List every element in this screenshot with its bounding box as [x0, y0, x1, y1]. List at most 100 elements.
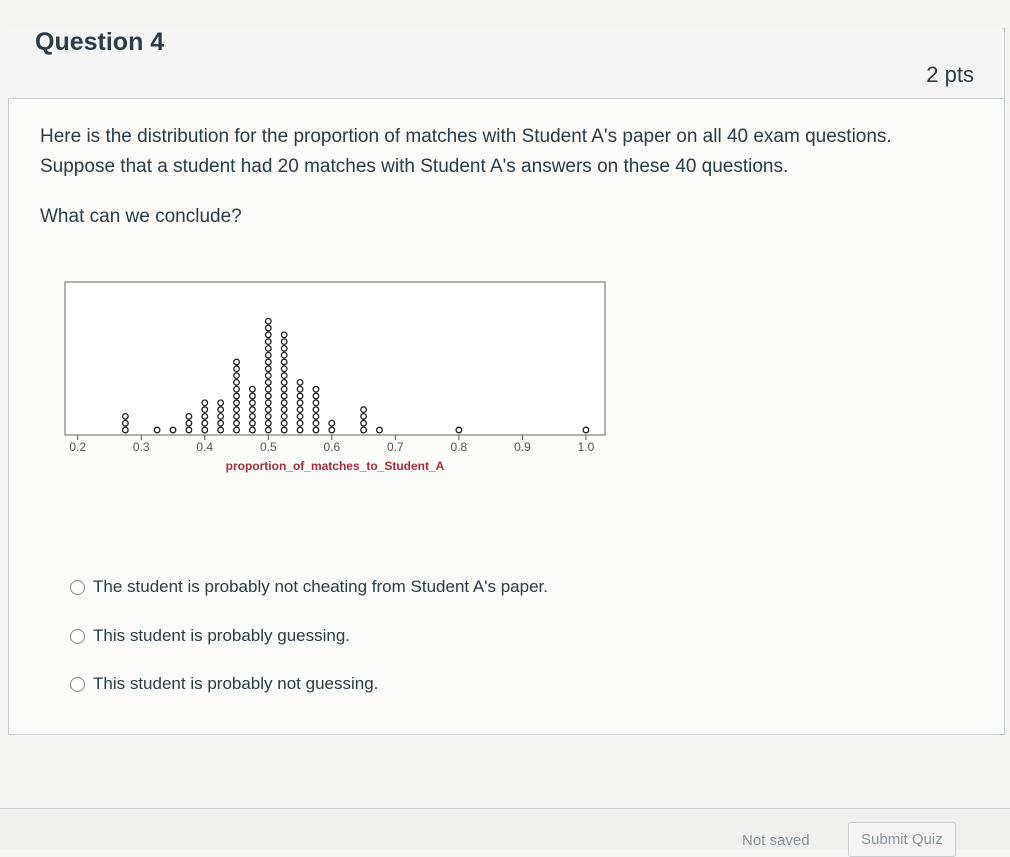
dot — [296, 399, 304, 407]
dot — [201, 419, 209, 427]
dot — [312, 385, 320, 393]
dot — [312, 399, 320, 407]
dot — [121, 412, 129, 420]
dot — [248, 412, 256, 420]
x-tick-label: 0.4 — [196, 440, 213, 454]
radio[interactable] — [70, 579, 85, 595]
dot — [264, 358, 272, 366]
x-tick-label: 0.7 — [387, 440, 404, 454]
dot — [217, 412, 225, 420]
dot — [217, 419, 225, 427]
dot — [360, 419, 368, 427]
dot — [217, 399, 225, 407]
dot — [296, 378, 304, 386]
dot-column — [312, 385, 320, 434]
question-prompt: What can we conclude? — [40, 206, 242, 227]
dot — [376, 426, 383, 434]
answer-option[interactable]: This student is probably not guessing. — [70, 674, 378, 694]
dot-column — [185, 412, 193, 434]
dot-column — [169, 426, 177, 434]
dot — [280, 338, 288, 346]
dot — [264, 351, 272, 359]
dot — [280, 358, 288, 366]
dot — [233, 372, 240, 380]
x-axis-title: proportion_of_matches_to_Student_A — [226, 459, 445, 473]
dot — [201, 399, 209, 407]
dot — [264, 385, 272, 393]
dot — [296, 426, 304, 434]
dot — [264, 324, 272, 332]
dot — [455, 426, 463, 434]
dot — [280, 331, 288, 339]
dot — [328, 419, 336, 427]
dot — [360, 412, 368, 420]
points: 2 pts — [926, 62, 974, 87]
dot — [280, 365, 288, 373]
dot — [312, 412, 320, 420]
radio[interactable] — [70, 628, 85, 644]
dot — [233, 419, 240, 427]
dot — [201, 406, 209, 414]
dot — [217, 406, 225, 414]
dot — [201, 426, 209, 434]
dot-column — [360, 406, 368, 434]
dot — [264, 406, 272, 414]
answer-text: This student is probably guessing. — [93, 626, 351, 645]
dot — [185, 426, 193, 434]
dot — [264, 331, 272, 339]
dot — [280, 372, 288, 380]
dot — [312, 419, 320, 427]
answer-option[interactable]: The student is probably not cheating fro… — [70, 577, 548, 597]
dot-column — [455, 426, 463, 434]
dot-column — [153, 426, 161, 434]
dot — [264, 317, 272, 325]
dot — [233, 392, 240, 400]
dot — [169, 426, 177, 434]
dot — [264, 344, 272, 352]
x-tick-label: 0.8 — [451, 440, 468, 454]
question-title: Question 4 — [35, 28, 165, 56]
answer-option[interactable]: This student is probably guessing. — [70, 626, 350, 646]
dot — [264, 338, 272, 346]
dot — [312, 406, 320, 414]
dot — [185, 419, 193, 427]
dot — [264, 426, 272, 434]
submit-button[interactable]: Submit Quiz — [848, 822, 956, 857]
dot — [280, 385, 288, 393]
dot — [233, 378, 240, 386]
dot — [233, 426, 240, 434]
dot — [264, 378, 272, 386]
dot — [248, 426, 256, 434]
dot — [280, 351, 288, 359]
dot — [233, 358, 240, 366]
dot — [296, 385, 304, 393]
dot-column — [121, 412, 129, 434]
dot — [280, 392, 288, 400]
dot — [264, 372, 272, 380]
dot — [280, 419, 288, 427]
dot — [153, 426, 161, 434]
x-tick-label: 1.0 — [578, 440, 595, 454]
radio[interactable] — [70, 676, 85, 692]
dot — [312, 426, 320, 434]
dot — [233, 385, 240, 393]
dot — [121, 426, 129, 434]
plot-frame — [64, 281, 606, 436]
dot — [248, 419, 256, 427]
dot — [248, 385, 256, 393]
dot — [280, 406, 288, 414]
x-tick-label: 0.6 — [323, 440, 340, 454]
save-status: Not saved — [742, 832, 810, 849]
dot — [582, 426, 590, 434]
answer-text: The student is probably not cheating fro… — [93, 577, 548, 596]
x-tick-label: 0.2 — [69, 440, 86, 454]
chart: proportion_of_matches_to_Student_A 0.2 0.… — [64, 281, 606, 473]
dot — [328, 426, 336, 434]
dot-column — [296, 378, 304, 434]
x-tick-label: 0.3 — [133, 440, 150, 454]
dot-column — [217, 399, 225, 434]
dot — [280, 378, 288, 386]
dot — [185, 412, 193, 420]
dot — [296, 392, 304, 400]
